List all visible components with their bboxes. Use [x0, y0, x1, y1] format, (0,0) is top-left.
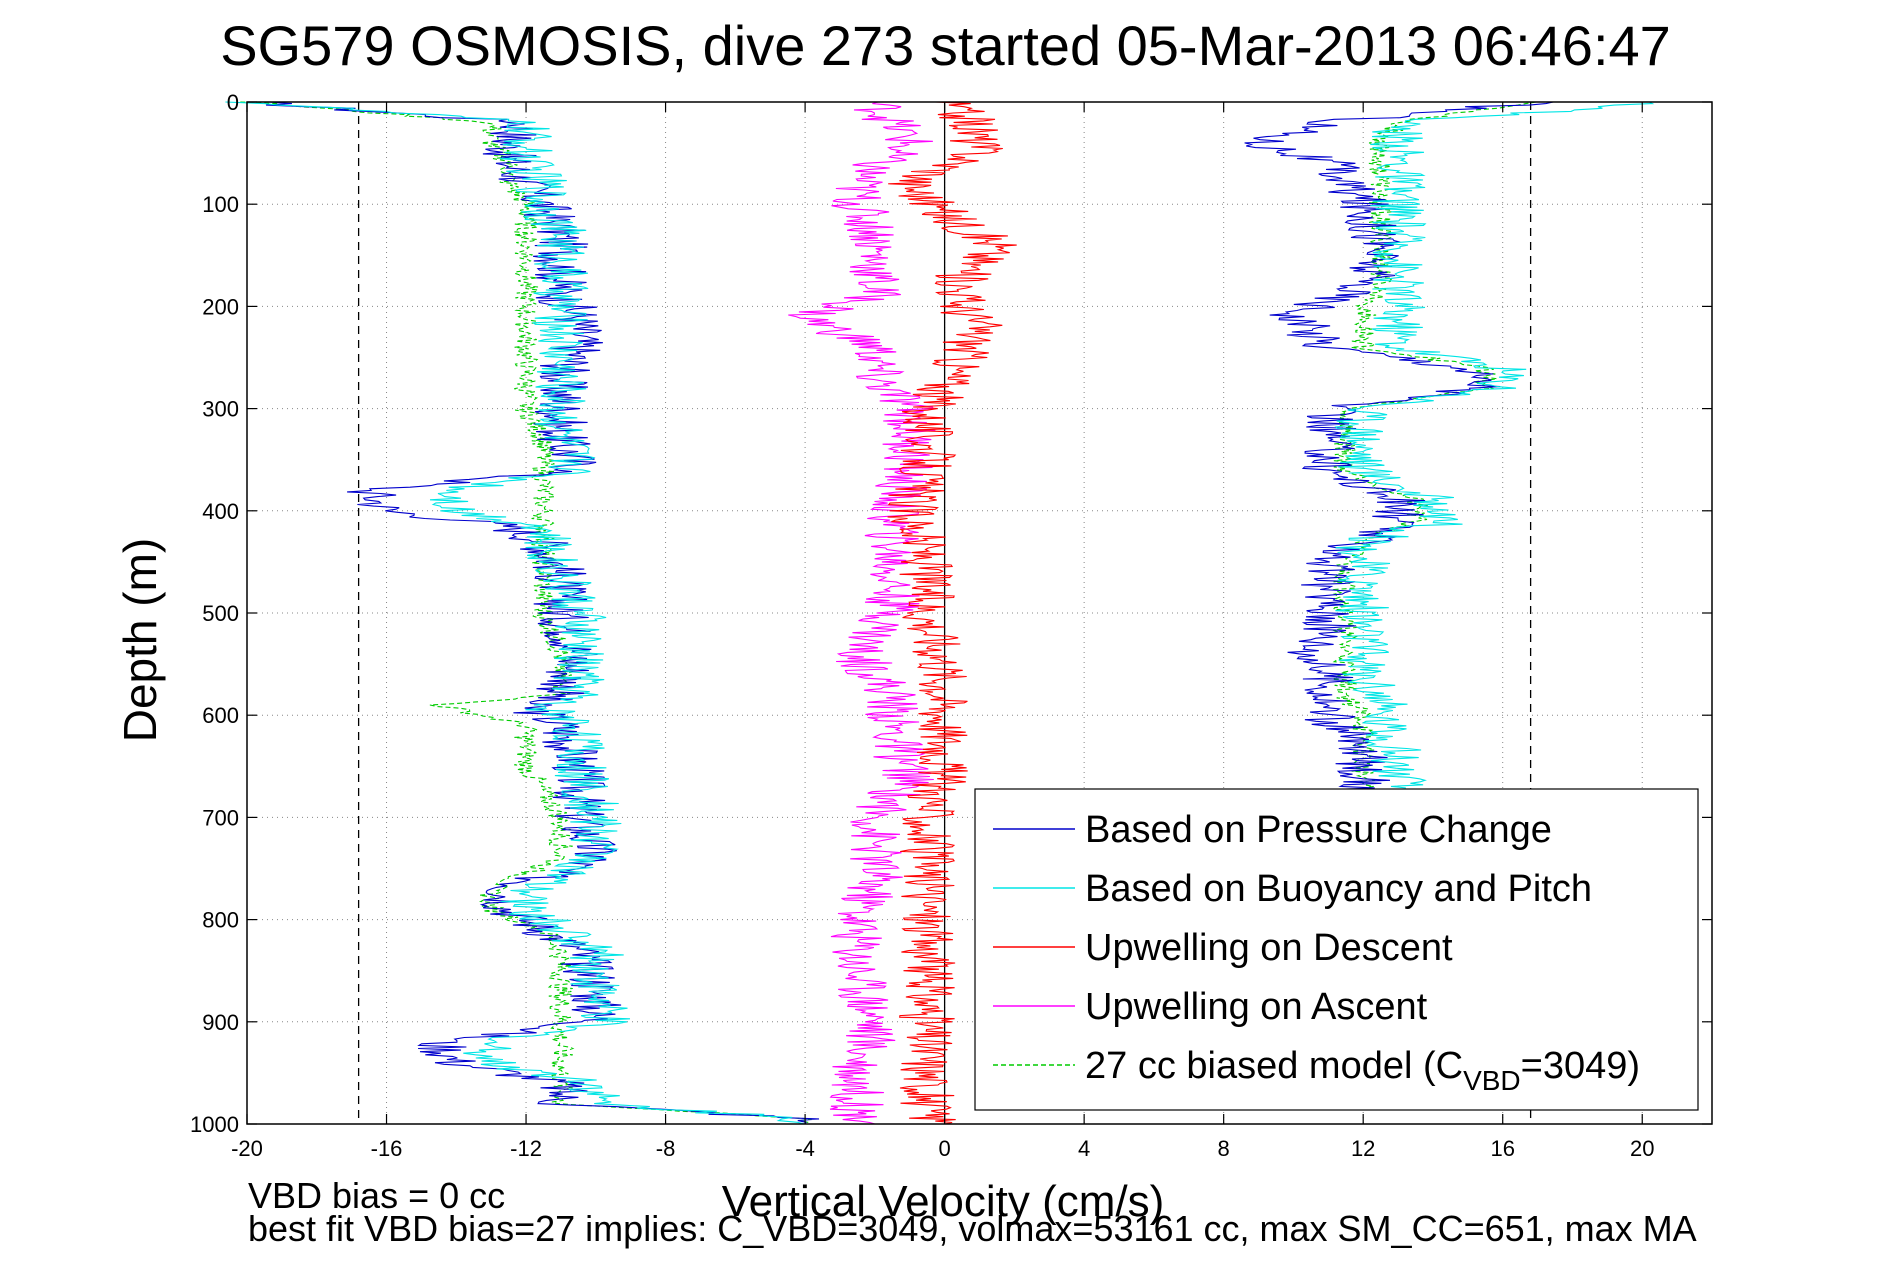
- series-line-4: [1244, 101, 1554, 798]
- series-line-6: [240, 101, 812, 1125]
- legend-label: 27 cc biased model (CVBD=3049): [1085, 1045, 1640, 1096]
- x-tick-label: -4: [795, 1136, 815, 1161]
- series-line-1: [225, 101, 806, 1125]
- y-tick-label: 0: [227, 90, 239, 115]
- legend-box: [974, 788, 1699, 1111]
- footer-line-2: best fit VBD bias=27 implies: C_VBD=3049…: [248, 1208, 1697, 1249]
- legend-label: Upwelling on Ascent: [1085, 986, 1428, 1028]
- footer-line-1: VBD bias = 0 cc: [248, 1175, 506, 1216]
- y-tick-label: 400: [202, 499, 239, 524]
- legend-label: Upwelling on Descent: [1085, 927, 1453, 969]
- series-line-2: [887, 101, 1017, 1125]
- x-axis-label: Vertical Velocity (cm/s): [721, 1177, 1165, 1226]
- x-tick-label: 16: [1490, 1136, 1514, 1161]
- y-tick-label: 800: [202, 908, 239, 933]
- x-tick-label: 4: [1078, 1136, 1090, 1161]
- x-tick-label: 12: [1351, 1136, 1375, 1161]
- chart-title: SG579 OSMOSIS, dive 273 started 05-Mar-2…: [220, 14, 1671, 77]
- legend-label: Based on Buoyancy and Pitch: [1085, 868, 1592, 910]
- legend-label: Based on Pressure Change: [1085, 809, 1552, 851]
- x-tick-label: -16: [371, 1136, 403, 1161]
- series-line-7: [1331, 101, 1537, 798]
- reference-lines: [357, 102, 1532, 1124]
- y-tick-label: 100: [202, 192, 239, 217]
- y-tick-label: 1000: [190, 1112, 239, 1137]
- x-tick-label: 20: [1630, 1136, 1654, 1161]
- x-tick-label: -12: [510, 1136, 542, 1161]
- axis-ticks: -20 -16 -12 -8 -4 0 4 8 12 16 20010020030040050060…: [190, 90, 1712, 1161]
- y-tick-label: 700: [202, 805, 239, 830]
- x-tick-label: -20: [231, 1136, 263, 1161]
- legend-label-main: 27 cc biased model (C: [1085, 1045, 1463, 1087]
- y-tick-label: 900: [202, 1010, 239, 1035]
- series-group: [225, 101, 1655, 1125]
- legend-label-tail: =3049): [1521, 1045, 1640, 1087]
- y-tick-label: 500: [202, 601, 239, 626]
- x-tick-label: 0: [938, 1136, 950, 1161]
- legend-label-subscript: VBD: [1463, 1065, 1521, 1096]
- y-tick-label: 200: [202, 294, 239, 319]
- y-tick-label: 600: [202, 703, 239, 728]
- legend: Based on Pressure Change Based on Buoyanc…: [974, 788, 1699, 1111]
- x-tick-label: 8: [1218, 1136, 1230, 1161]
- series-line-3: [788, 101, 936, 1125]
- y-axis-label: Depth (m): [114, 537, 166, 743]
- x-tick-label: -8: [656, 1136, 676, 1161]
- series-line-0: [265, 101, 820, 1125]
- series-line-5: [1334, 101, 1655, 798]
- y-tick-label: 300: [202, 397, 239, 422]
